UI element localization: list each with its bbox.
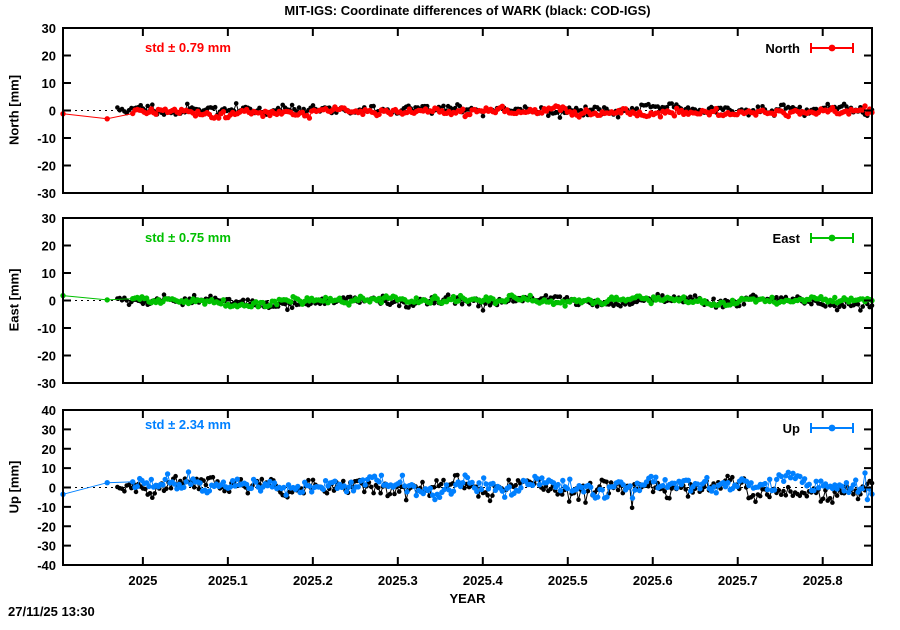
- std-annotation-up: std ± 2.34 mm: [145, 417, 231, 432]
- svg-text:0: 0: [49, 104, 56, 119]
- legend-east: East: [773, 230, 856, 246]
- svg-text:2025.3: 2025.3: [378, 573, 418, 588]
- svg-text:2025.7: 2025.7: [718, 573, 758, 588]
- svg-text:-30: -30: [37, 539, 56, 554]
- svg-text:0: 0: [49, 294, 56, 309]
- svg-text:2025.1: 2025.1: [208, 573, 248, 588]
- svg-text:-30: -30: [37, 376, 56, 391]
- svg-text:-10: -10: [37, 500, 56, 515]
- legend-north-label: North: [765, 40, 800, 56]
- svg-text:-20: -20: [37, 159, 56, 174]
- svg-text:2025.2: 2025.2: [293, 573, 333, 588]
- x-axis-label: YEAR: [449, 591, 486, 606]
- svg-text:20: 20: [42, 239, 56, 254]
- svg-text:20: 20: [42, 442, 56, 457]
- svg-text:0: 0: [49, 481, 56, 496]
- svg-text:30: 30: [42, 211, 56, 226]
- legend-north: North: [765, 40, 856, 56]
- svg-text:10: 10: [42, 76, 56, 91]
- svg-text:40: 40: [42, 403, 56, 418]
- svg-text:-40: -40: [37, 558, 56, 573]
- svg-text:30: 30: [42, 21, 56, 36]
- legend-east-label: East: [772, 230, 800, 246]
- svg-text:-20: -20: [37, 349, 56, 364]
- svg-text:2025.6: 2025.6: [633, 573, 673, 588]
- svg-text:2025: 2025: [128, 573, 157, 588]
- plot-timestamp: 27/11/25 13:30: [8, 604, 95, 619]
- std-annotation-north: std ± 0.79 mm: [145, 40, 231, 55]
- svg-text:2025.8: 2025.8: [803, 573, 843, 588]
- std-annotation-east: std ± 0.75 mm: [145, 230, 231, 245]
- legend-up-errorbar-icon: [810, 423, 854, 433]
- svg-text:-10: -10: [37, 321, 56, 336]
- legend-up: Up: [783, 420, 856, 436]
- svg-text:2025.4: 2025.4: [463, 573, 504, 588]
- legend-north-errorbar-icon: [810, 43, 854, 53]
- svg-text:-30: -30: [37, 186, 56, 201]
- legend-east-errorbar-icon: [810, 233, 854, 243]
- chart-title: MIT-IGS: Coordinate differences of WARK …: [284, 3, 651, 18]
- legend-up-label: Up: [782, 420, 800, 436]
- svg-text:10: 10: [42, 461, 56, 476]
- svg-text:-20: -20: [37, 519, 56, 534]
- svg-text:-10: -10: [37, 131, 56, 146]
- svg-text:30: 30: [42, 422, 56, 437]
- svg-text:10: 10: [42, 266, 56, 281]
- svg-text:20: 20: [42, 49, 56, 64]
- svg-text:2025.5: 2025.5: [548, 573, 588, 588]
